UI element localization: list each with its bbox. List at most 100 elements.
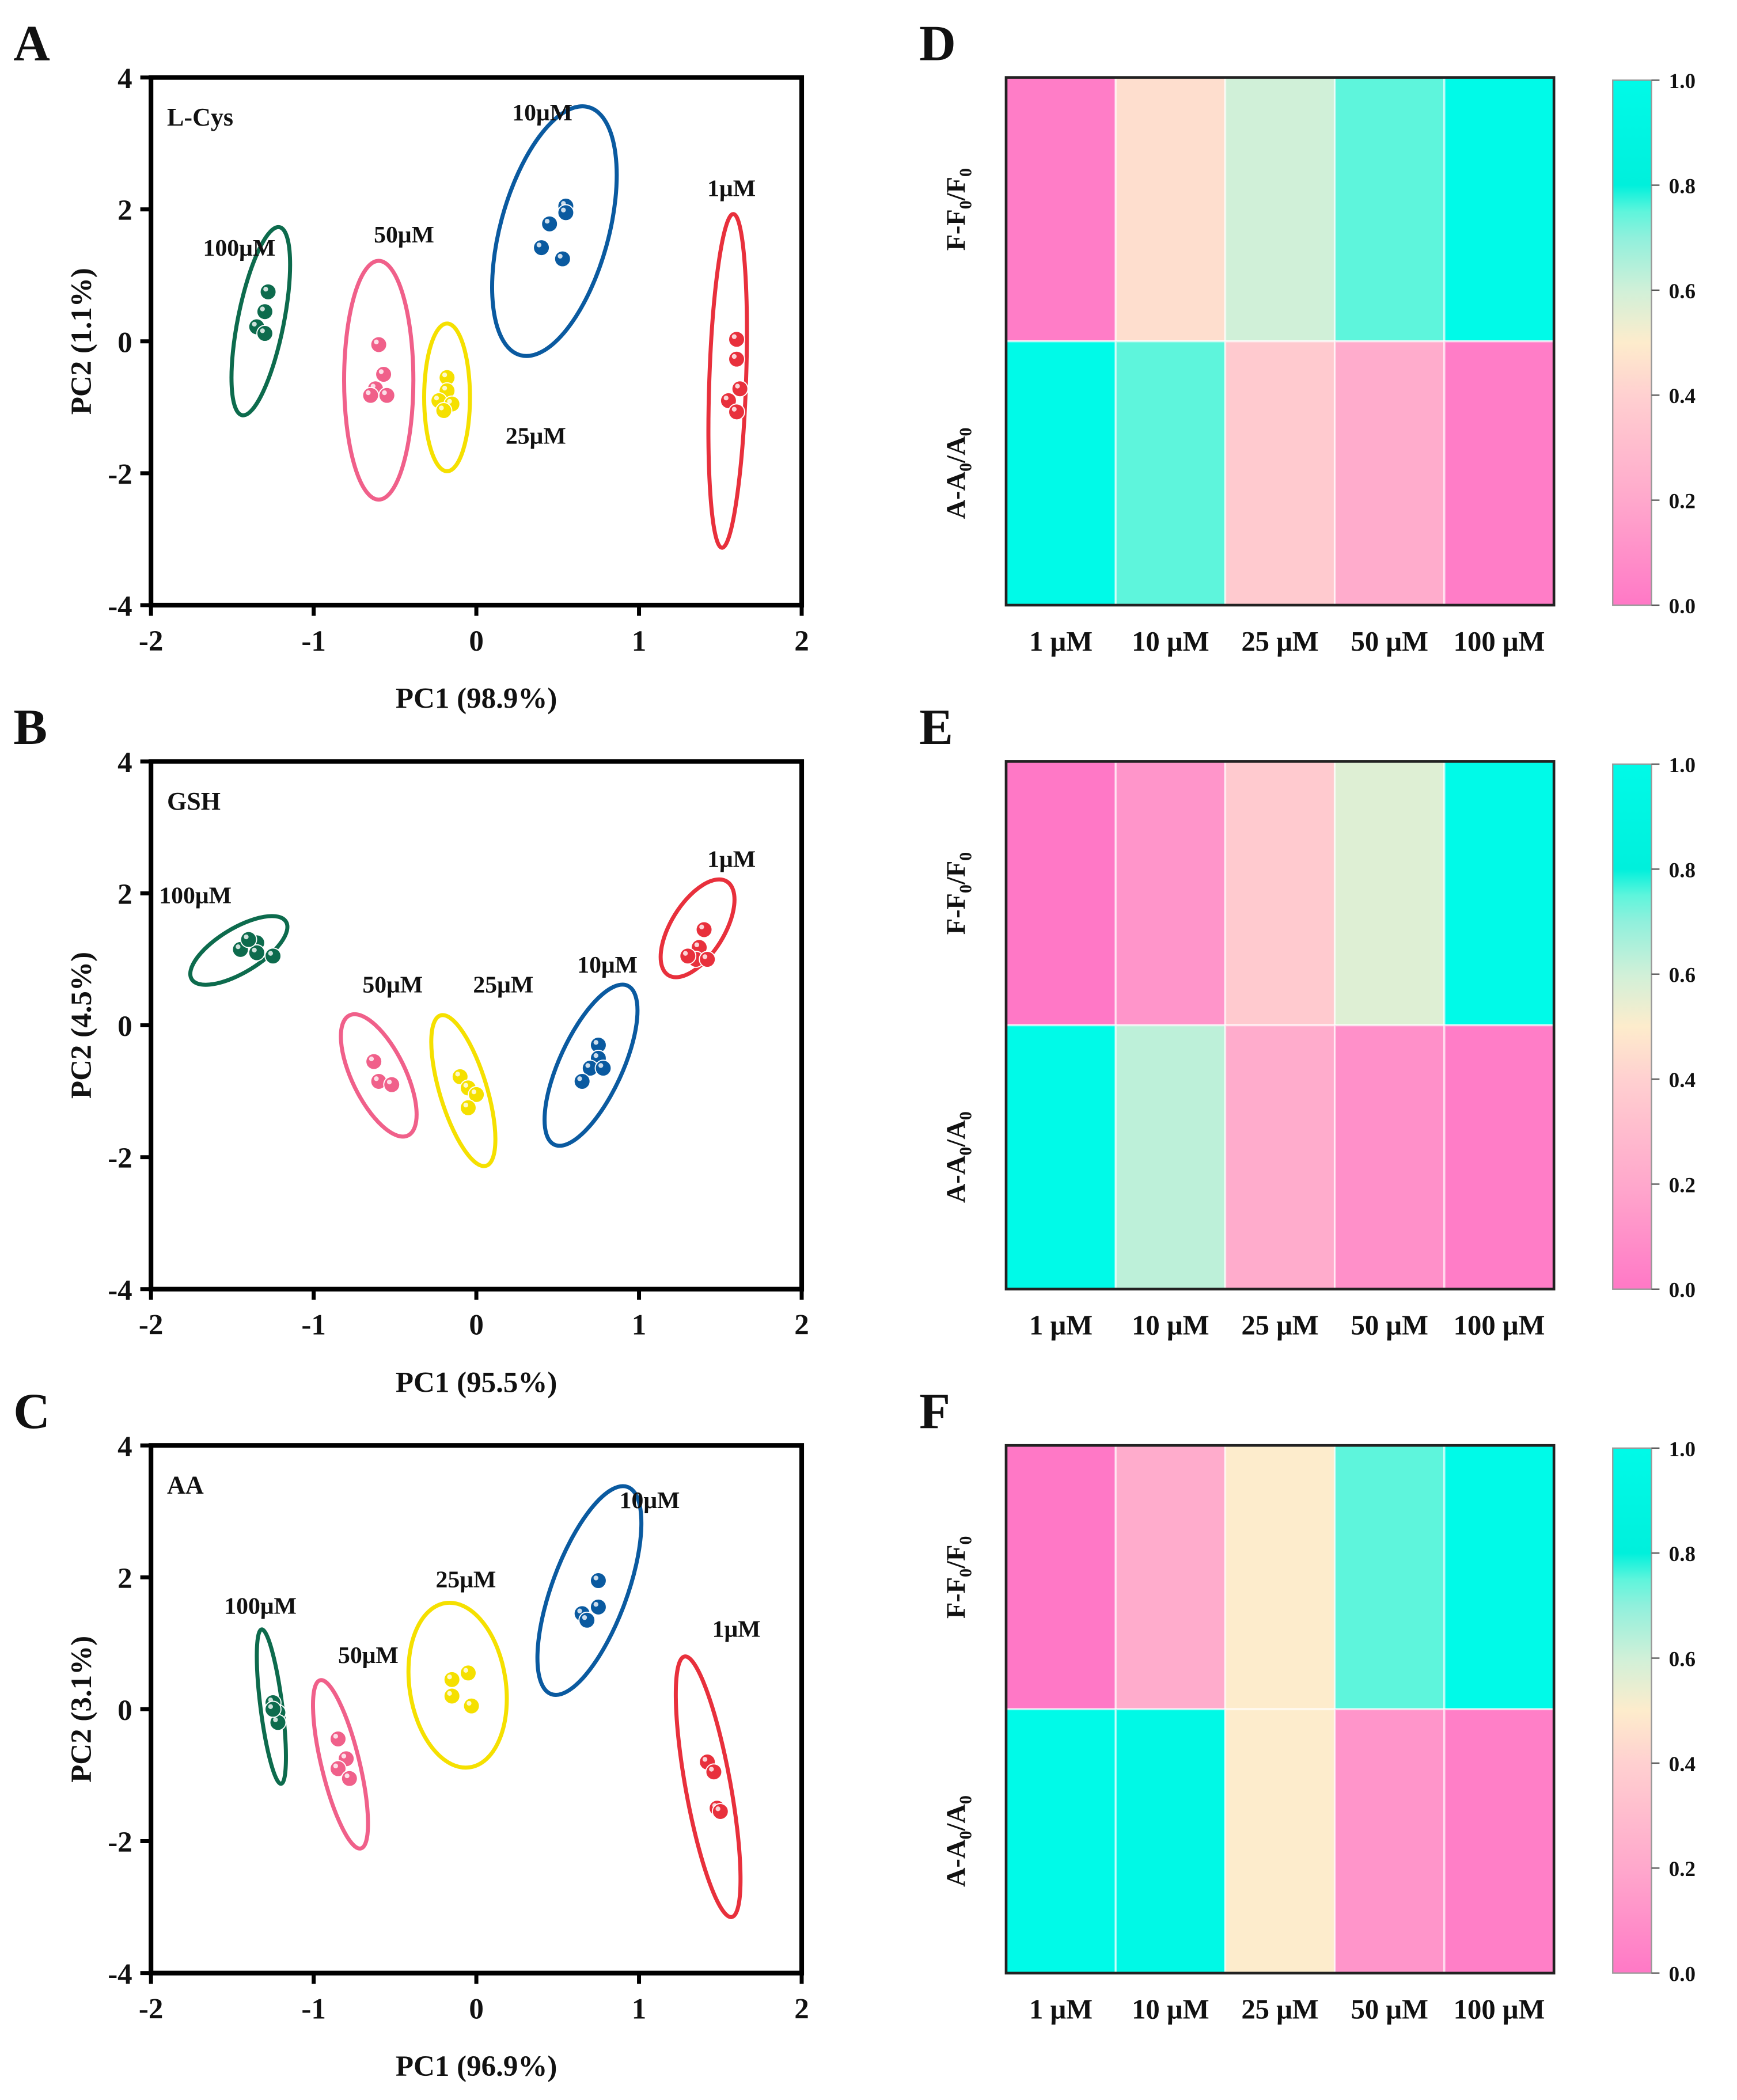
colorbar-tick-label: 0.0 (1669, 1963, 1696, 1987)
data-point (362, 386, 380, 404)
heatmap-cell (1443, 1024, 1555, 1290)
data-point (460, 1099, 477, 1117)
row-label-subscript: 0 (956, 1536, 976, 1545)
group-50μM: 50μM (342, 222, 434, 502)
group-label: 50μM (338, 1642, 399, 1669)
heatmap-cell (1224, 340, 1336, 606)
heatmap-cell (1333, 1444, 1446, 1711)
group-25μM: 25μM (422, 321, 566, 473)
confidence-ellipse (429, 1013, 498, 1168)
colorbar-tick-label: 1.0 (1669, 1438, 1696, 1461)
point-highlight (344, 1773, 350, 1779)
row-label-subscript: 0 (956, 1147, 976, 1156)
y-axis-label: PC2 (3.1%) (66, 1636, 98, 1783)
data-point (259, 283, 277, 301)
group-50μM: 50μM (339, 971, 423, 1139)
point-highlight (374, 339, 379, 345)
point-highlight (557, 253, 563, 259)
analyte-title: GSH (167, 787, 221, 815)
heatmap-cell (1005, 760, 1117, 1027)
column-label: 1 μM (1029, 626, 1093, 657)
x-axis-label: PC1 (95.5%) (396, 1366, 557, 1399)
group-10μM: 10μM (535, 1484, 680, 1697)
group-100μM: 100μM (203, 225, 293, 417)
column-label: 50 μM (1351, 626, 1428, 657)
group-25μM: 25μM (429, 971, 533, 1168)
heatmap-cell (1443, 340, 1555, 606)
row-label-subscript: 0 (956, 1795, 976, 1804)
confidence-ellipse (229, 225, 293, 417)
data-point (460, 1664, 477, 1682)
y-tick-label: -2 (108, 1142, 132, 1175)
group-label: 25μM (473, 971, 533, 998)
group-1μM: 1μM (706, 176, 756, 550)
panel-letter: E (919, 699, 953, 755)
colorbar-tick-label: 0.0 (1669, 1279, 1696, 1302)
point-highlight (366, 390, 371, 396)
data-point (378, 386, 396, 404)
y-tick-label: 2 (117, 1563, 132, 1595)
row-label-subscript: 0 (956, 1569, 976, 1577)
group-label: 50μM (374, 222, 434, 248)
heatmap-cell (1443, 76, 1555, 343)
y-tick-label: 0 (117, 1695, 132, 1727)
y-tick-label: 2 (117, 195, 132, 227)
row-label-text: F-F (942, 209, 971, 250)
heatmap-cell (1224, 1444, 1336, 1711)
column-label: 10 μM (1132, 626, 1209, 657)
y-tick-label: -2 (108, 1826, 132, 1859)
row-label-text: /F (942, 1545, 971, 1569)
heatmap-cell (1333, 1708, 1446, 1974)
data-point (256, 303, 274, 321)
y-axis-label: PC2 (4.5%) (66, 952, 98, 1099)
point-highlight (682, 951, 688, 956)
heatmap-cell (1005, 1024, 1117, 1290)
point-highlight (447, 1674, 452, 1680)
x-axis-label: PC1 (98.9%) (396, 683, 557, 715)
row-label-subscript: 0 (956, 884, 976, 893)
point-highlight (447, 1691, 452, 1696)
y-tick-label: 0 (117, 1011, 132, 1043)
x-tick-label: 0 (469, 1309, 484, 1342)
point-highlight (536, 242, 542, 248)
plot-frame (149, 75, 805, 608)
confidence-ellipse (490, 104, 619, 358)
row-label: A-A0/A0 (942, 1795, 976, 1887)
data-point (541, 215, 559, 233)
row-label-text: A-A (942, 1155, 971, 1203)
y-axis-label: PC2 (1.1%) (66, 268, 98, 415)
row-label-subscript: 0 (956, 1111, 976, 1120)
point-highlight (442, 385, 447, 391)
point-highlight (731, 407, 737, 412)
group-label: 100μM (159, 883, 232, 909)
point-highlight (463, 1102, 468, 1108)
x-tick-label: 0 (469, 1993, 484, 2025)
x-tick-label: -1 (301, 625, 326, 658)
confidence-ellipse (535, 1484, 644, 1697)
point-highlight (463, 1083, 468, 1088)
heatmap-frame (1004, 1444, 1556, 1974)
y-tick-label: 4 (117, 63, 132, 95)
x-tick-label: 2 (794, 625, 809, 658)
group-50μM: 50μM (311, 1642, 399, 1851)
group-100μM: 100μM (159, 883, 290, 987)
x-tick-label: -2 (139, 1309, 164, 1342)
row-label-subscript: 0 (956, 463, 976, 472)
row-label: A-A0/A0 (942, 427, 976, 519)
data-point (590, 1598, 607, 1616)
data-point (594, 1060, 612, 1077)
column-label: 100 μM (1454, 626, 1545, 657)
colorbar-tick-label: 0.6 (1669, 1647, 1696, 1671)
row-label-text: /A (942, 1804, 971, 1832)
heatmap-E: 1 μM 10 μM 25 μM 50 μM 100 μMF-F0/F0A-A0/A00… (942, 754, 1696, 1341)
x-tick-label: -2 (139, 625, 164, 658)
data-point (264, 1700, 282, 1718)
data-point (573, 1073, 591, 1090)
point-highlight (244, 934, 249, 940)
heatmap-frame (1004, 760, 1556, 1291)
point-highlight (598, 1063, 604, 1068)
column-label: 50 μM (1351, 1993, 1428, 2025)
heatmap-cell (1333, 76, 1446, 343)
data-point (462, 1697, 480, 1715)
point-highlight (341, 1753, 347, 1759)
